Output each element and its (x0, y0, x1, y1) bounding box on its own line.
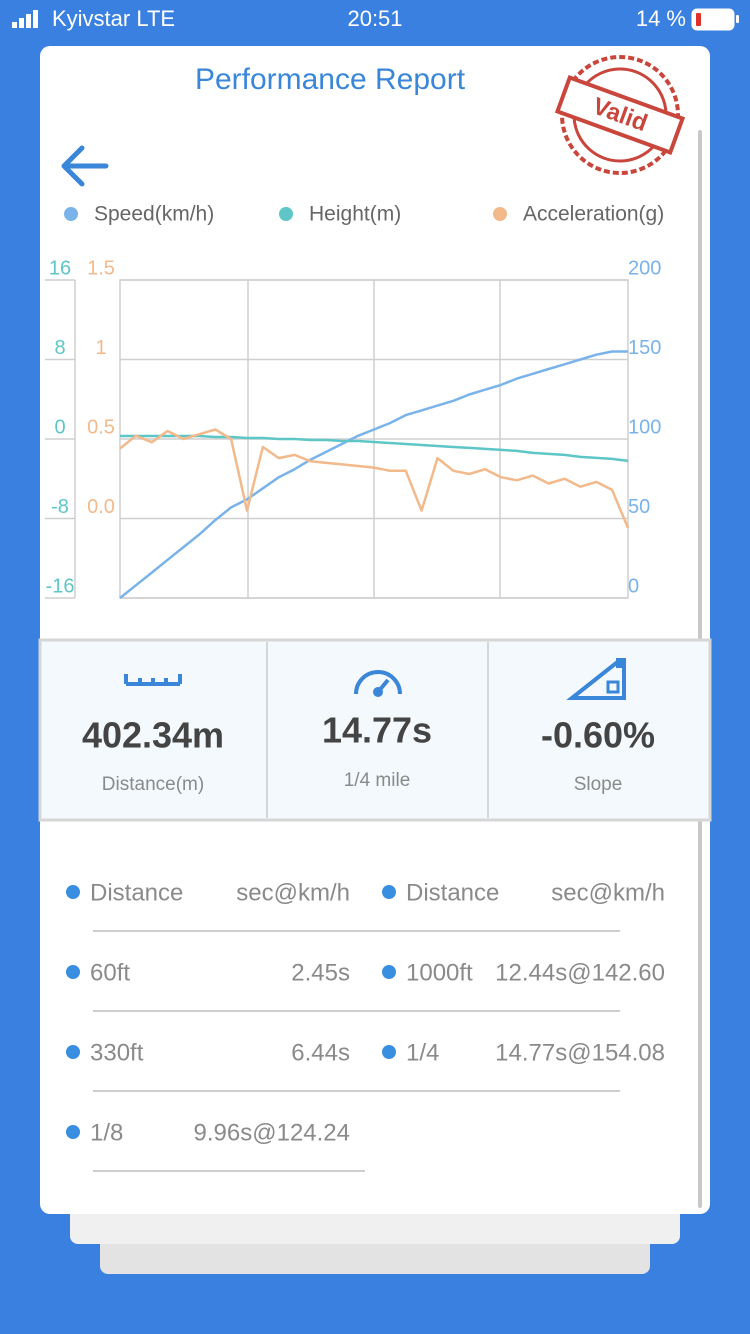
ruler-icon (124, 674, 182, 686)
y-tick-label: 0 (54, 416, 65, 438)
y-tick-label: -8 (51, 496, 69, 518)
y2-tick-label: 150 (628, 337, 661, 359)
slope-icon (566, 658, 626, 700)
y-tick-label: 16 (49, 257, 71, 279)
back-button[interactable] (61, 145, 109, 187)
split-value: 12.44s@142.60 (495, 959, 665, 986)
y3-tick-label: 0.0 (87, 496, 115, 518)
bullet (382, 1045, 396, 1059)
stat-label: Slope (574, 774, 623, 795)
y2-tick-label: 200 (628, 257, 661, 279)
bullet (66, 965, 80, 979)
y-tick-label: -16 (46, 575, 75, 597)
stats-panel (38, 638, 712, 822)
bullet (66, 1045, 80, 1059)
split-value: sec@km/h (236, 879, 350, 906)
split-name: 1000ft (406, 959, 473, 986)
y2-tick-label: 50 (628, 496, 650, 518)
legend-marker (279, 207, 293, 221)
bullet (382, 965, 396, 979)
legend-label: Acceleration(g) (523, 203, 664, 226)
battery-level: 14 % (636, 6, 686, 31)
split-name: 60ft (90, 959, 130, 986)
y2-tick-label: 0 (628, 575, 639, 597)
bullet (66, 885, 80, 899)
legend-marker (64, 207, 78, 221)
y2-tick-label: 100 (628, 416, 661, 438)
split-value: 9.96s@124.24 (194, 1119, 350, 1146)
stat-label: Distance(m) (102, 774, 204, 795)
gauge-icon (354, 670, 402, 697)
split-value: 6.44s (291, 1039, 350, 1066)
page-title: Performance Report (195, 63, 466, 96)
y-tick-label: 8 (54, 337, 65, 359)
split-name: Distance (90, 879, 183, 906)
carrier: Kyivstar LTE (52, 6, 175, 31)
clock: 20:51 (347, 6, 402, 31)
stat-value: 402.34m (82, 715, 224, 756)
split-value: 2.45s (291, 959, 350, 986)
series-line (120, 434, 629, 463)
split-value: sec@km/h (551, 879, 665, 906)
y3-tick-label: 1 (95, 337, 106, 359)
split-value: 14.77s@154.08 (495, 1039, 665, 1066)
stat-value: -0.60% (541, 715, 655, 756)
series-line (119, 350, 628, 599)
split-name: 1/8 (90, 1119, 123, 1146)
split-name: 1/4 (406, 1039, 439, 1066)
bullet (382, 885, 396, 899)
signal-icon (12, 10, 38, 28)
split-name: 330ft (90, 1039, 144, 1066)
y3-tick-label: 0.5 (87, 416, 115, 438)
stat-value: 14.77s (322, 710, 432, 751)
series-line (119, 428, 630, 529)
y3-tick-label: 1.5 (87, 257, 115, 279)
card (40, 46, 710, 1214)
bullet (66, 1125, 80, 1139)
legend-label: Height(m) (309, 203, 401, 226)
split-name: Distance (406, 879, 499, 906)
legend-label: Speed(km/h) (94, 203, 214, 226)
legend-marker (493, 207, 507, 221)
stat-label: 1/4 mile (344, 770, 411, 791)
battery-icon (691, 8, 739, 31)
